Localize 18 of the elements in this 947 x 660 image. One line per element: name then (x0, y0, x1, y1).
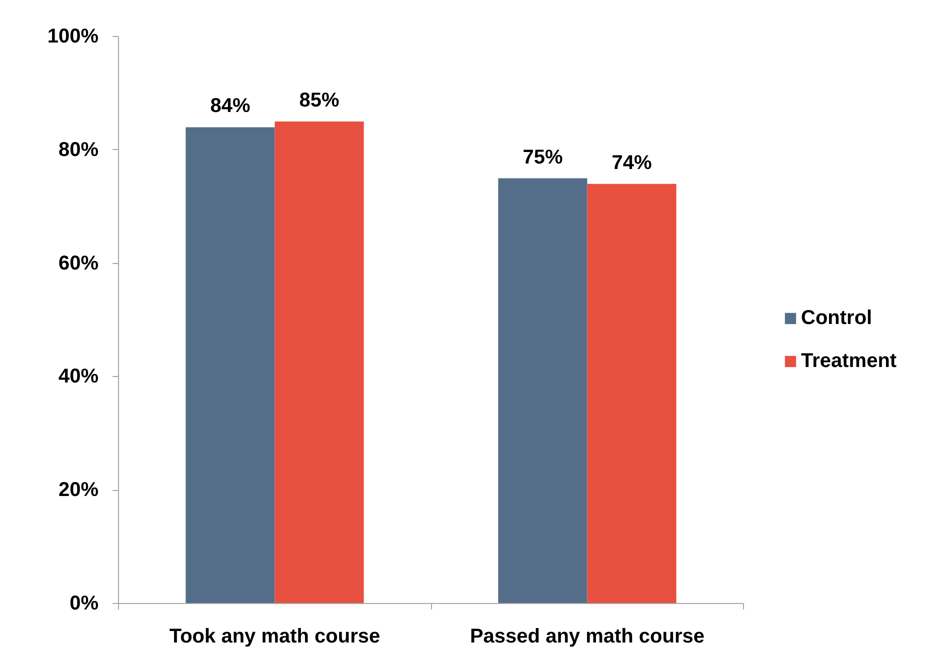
bar (274, 122, 364, 604)
bar (498, 178, 588, 604)
x-tick-label: Passed any math course (470, 626, 705, 648)
y-tick-label: 0% (70, 592, 99, 614)
y-tick-label: 60% (58, 252, 99, 274)
data-label: 75% (522, 146, 563, 168)
data-label: 85% (299, 90, 340, 112)
data-label: 84% (210, 95, 250, 118)
y-tick-label: 40% (58, 366, 99, 388)
legend-label: Control (801, 306, 872, 330)
bar (186, 127, 275, 604)
legend-label: Treatment (801, 350, 897, 372)
y-tick-label: 20% (58, 479, 99, 502)
x-tick-label: Took any math course (169, 626, 380, 648)
y-tick-label: 80% (58, 138, 99, 161)
y-tick-label: 100% (47, 26, 99, 48)
data-label: 74% (612, 152, 652, 174)
bar (587, 184, 676, 604)
